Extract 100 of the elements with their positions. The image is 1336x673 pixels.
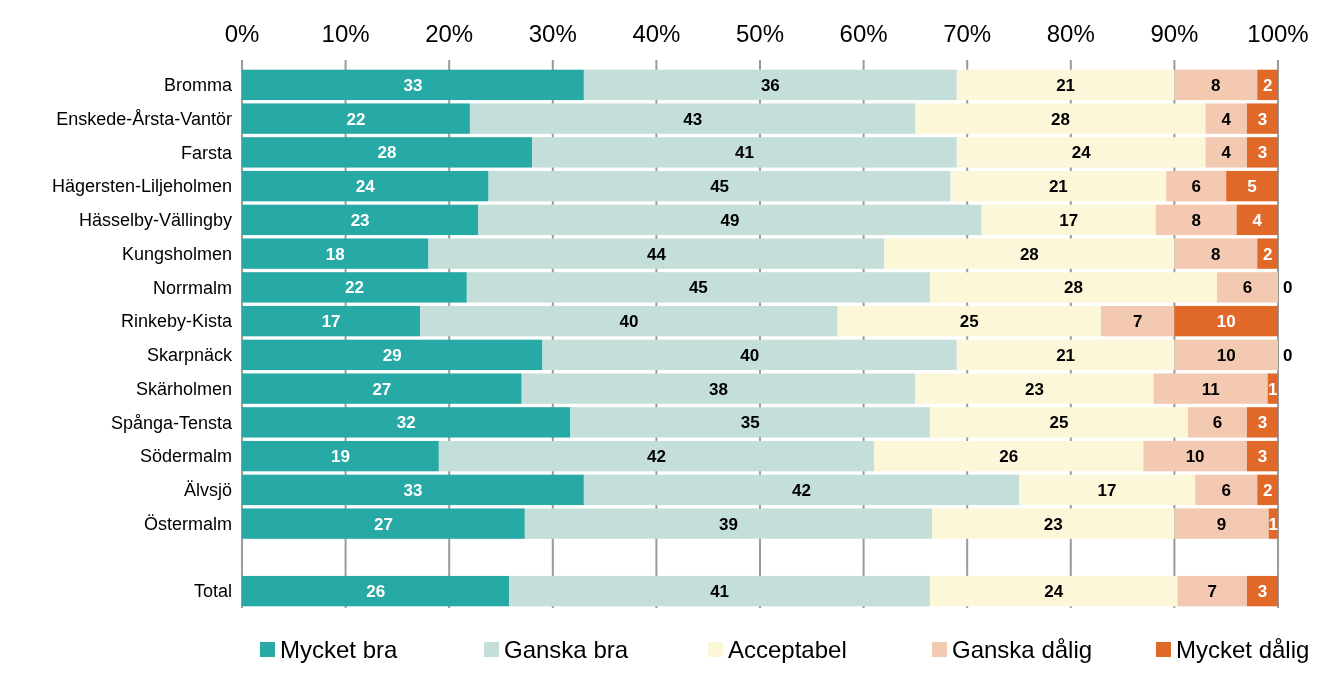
bar: [1246, 103, 1278, 134]
data-label: 28: [1050, 109, 1070, 129]
data-label: 6: [1191, 177, 1201, 197]
data-label: 27: [372, 379, 392, 399]
y-tick-label: Hässelby-Vällingby: [78, 210, 232, 231]
data-label: 7: [1132, 312, 1143, 332]
y-tick-label: Älvsjö: [183, 480, 232, 501]
bar: [1226, 170, 1278, 202]
data-label: 21: [1056, 75, 1076, 95]
data-label: 6: [1212, 413, 1223, 433]
data-label: 43: [683, 109, 703, 129]
bar: [1100, 305, 1175, 337]
bar: [242, 575, 510, 607]
data-label: 0: [1283, 345, 1293, 365]
data-label: 28: [1019, 244, 1039, 264]
bar: [884, 238, 1175, 269]
bar: [583, 69, 957, 101]
bar: [931, 508, 1175, 539]
data-label: 1: [1268, 514, 1279, 534]
x-tick-label: 100%: [1247, 20, 1309, 47]
x-tick-label: 10%: [321, 20, 370, 47]
bar: [1236, 204, 1278, 236]
data-label: 17: [1097, 480, 1117, 500]
x-tick-label: 80%: [1046, 20, 1095, 47]
data-label: 26: [366, 582, 386, 602]
bar: [1205, 103, 1247, 134]
bar: [915, 103, 1206, 134]
data-label: 45: [710, 177, 730, 197]
bar: [242, 238, 429, 269]
bar: [524, 508, 932, 539]
bar: [242, 69, 584, 101]
y-tick-label: Hägersten-Liljeholmen: [51, 176, 232, 197]
bar: [1153, 373, 1268, 404]
legend-label: Mycket bra: [280, 636, 399, 663]
bar: [1174, 305, 1278, 337]
bar: [242, 339, 543, 371]
data-label: 41: [710, 582, 730, 602]
bar: [929, 407, 1188, 438]
bar: [242, 305, 421, 337]
data-label: 2: [1262, 244, 1273, 264]
data-label: 49: [720, 210, 740, 230]
bar: [478, 204, 982, 236]
bar: [521, 373, 916, 404]
y-tick-label: Enskede-Årsta-Vantör: [56, 108, 232, 129]
bar: [929, 272, 1217, 303]
data-label: 28: [1063, 278, 1083, 298]
data-label: 3: [1257, 109, 1268, 129]
bar: [242, 137, 533, 168]
y-tick-label: Farsta: [180, 142, 233, 163]
legend-label: Mycket dålig: [1176, 636, 1310, 663]
data-label: 17: [1059, 210, 1079, 230]
data-label: 19: [330, 447, 350, 467]
data-label: 4: [1252, 210, 1263, 230]
data-label: 23: [1043, 514, 1063, 534]
y-tick-label: Rinkeby-Kista: [120, 311, 233, 332]
bar: [542, 339, 957, 371]
bar: [1246, 137, 1278, 168]
data-label: 25: [959, 312, 979, 332]
data-label: 27: [373, 514, 393, 534]
bar: [1195, 474, 1258, 506]
bar: [242, 373, 522, 404]
y-tick-label: Norrmalm: [153, 277, 232, 298]
bar: [420, 305, 838, 337]
bar: [956, 137, 1206, 168]
bar: [532, 137, 957, 168]
bar: [570, 407, 930, 438]
data-label: 21: [1056, 345, 1076, 365]
data-label: 40: [619, 312, 639, 332]
bar: [929, 575, 1178, 607]
x-tick-label: 90%: [1150, 20, 1199, 47]
data-label: 36: [760, 75, 780, 95]
bar: [488, 170, 951, 202]
x-tick-label: 50%: [735, 20, 785, 47]
data-label: 8: [1191, 210, 1201, 230]
bar: [428, 238, 885, 269]
data-label: 10: [1185, 447, 1205, 467]
bar: [509, 575, 930, 607]
data-label: 3: [1257, 447, 1268, 467]
data-label: 28: [377, 143, 397, 163]
data-label: 3: [1257, 143, 1268, 163]
data-label: 42: [791, 480, 811, 500]
bar: [242, 204, 479, 236]
data-label: 2: [1262, 75, 1273, 95]
bar: [1174, 508, 1269, 539]
x-tick-label: 20%: [425, 20, 474, 47]
bar: [1155, 204, 1237, 236]
bar: [1166, 170, 1227, 202]
data-label: 9: [1216, 514, 1227, 534]
legend-label: Ganska bra: [504, 636, 629, 663]
bar: [242, 103, 470, 134]
bar: [1143, 440, 1247, 472]
bar: [837, 305, 1101, 337]
data-label: 23: [350, 210, 370, 230]
data-label: 21: [1048, 177, 1068, 197]
y-tick-label: Södermalm: [139, 446, 232, 467]
x-tick-label: 0%: [224, 20, 260, 47]
y-tick-label: Skärholmen: [135, 378, 232, 399]
data-label: 0: [1283, 278, 1293, 298]
data-label: 22: [344, 278, 364, 298]
bar: [1174, 238, 1258, 269]
